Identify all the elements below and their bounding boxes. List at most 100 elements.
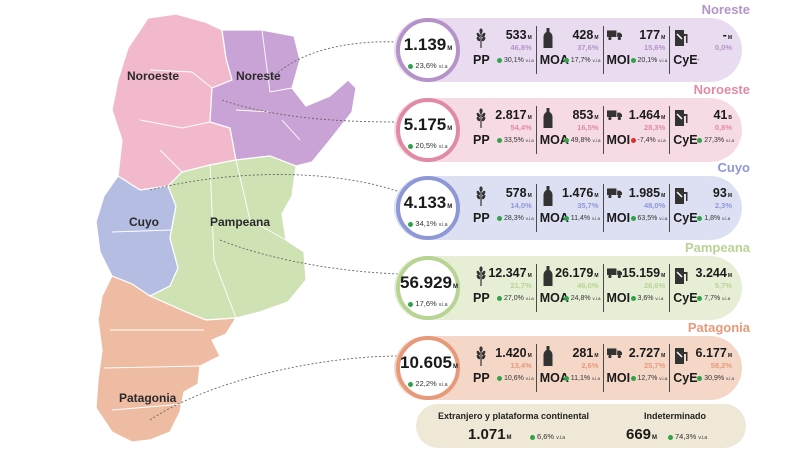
- cell-code: CyE: [673, 211, 698, 225]
- cell-share: 0,8%: [714, 123, 732, 132]
- region-total: 56.929M: [400, 273, 458, 292]
- cell-var: 27,0% v.i.a: [497, 295, 534, 302]
- cell-value: -M: [722, 28, 732, 42]
- cell-var: 24,8% v.i.a: [563, 295, 600, 302]
- unit-label: M: [527, 273, 532, 279]
- map-label-noreste: Noreste: [236, 69, 281, 83]
- extranjero-var: 6,6% v.i.a: [530, 432, 565, 441]
- cell-var: 1,8% v.i.a: [697, 215, 730, 222]
- cell-code: MOA: [539, 53, 569, 67]
- fuel-icon: [673, 266, 689, 286]
- cell-var: 3,6% v.i.a: [630, 295, 663, 302]
- ia-label: v.i.a: [592, 58, 601, 63]
- fuel-icon: [673, 108, 689, 128]
- up-dot-icon: [563, 375, 569, 381]
- map-region-noreste: [209, 29, 357, 167]
- up-dot-icon: [408, 143, 414, 149]
- unit-label: M: [594, 353, 599, 359]
- up-dot-icon: [497, 375, 502, 381]
- ia-label: v.i.a: [592, 376, 600, 381]
- truck-icon: [606, 28, 623, 48]
- cell-code: PP: [473, 211, 490, 225]
- cell-value: 1.476M: [562, 186, 599, 200]
- map-label-cuyo: Cuyo: [129, 215, 159, 229]
- unit-label: M: [447, 46, 453, 52]
- connector-cuyo: [149, 174, 400, 193]
- cell-code: PP: [473, 53, 490, 67]
- cell-value: 177M: [639, 28, 666, 42]
- ia-label: v.i.a: [438, 382, 448, 388]
- region-total-bubble: 10.605M 22,2% v.i.a: [396, 336, 460, 400]
- region-total-var: 17,6% v.i.a: [400, 299, 456, 308]
- up-dot-icon: [408, 63, 414, 69]
- argentina-map: Noroeste Noreste Cuyo Pampeana Patagonia: [95, 13, 400, 443]
- region-total-var: 22,2% v.i.a: [400, 379, 456, 388]
- region-total-bubble: 5.175M 20,5% v.i.a: [396, 98, 460, 162]
- cell-code: PP: [473, 133, 490, 147]
- up-dot-icon: [408, 221, 414, 227]
- cell-cye: 3.244M 5,7% CyE 7,7% v.i.a: [669, 264, 736, 312]
- cell-value: 93M: [712, 186, 732, 200]
- unit-label: M: [527, 115, 532, 121]
- up-dot-icon: [668, 434, 673, 440]
- bottle-icon: [540, 28, 556, 48]
- wheat-icon: [473, 346, 489, 366]
- cell-share: 37,6%: [577, 43, 599, 52]
- cell-share: 13,4%: [510, 361, 532, 370]
- truck-icon: [606, 346, 623, 366]
- cell-var: -7,4% v.i.a: [630, 137, 666, 144]
- extranjero-value-text: 1.071: [468, 426, 506, 443]
- unit-label: M: [527, 353, 532, 359]
- cell-share: 46,0%: [577, 281, 599, 290]
- map-region-cuyo: [95, 175, 179, 297]
- region-total-var: 23,6% v.i.a: [400, 61, 456, 70]
- cell-share: 14,0%: [510, 201, 532, 210]
- cell-moa: 281M 2,6% MOA 11,1% v.i.a: [535, 344, 603, 392]
- cell-moa: 26.179M 46,0% MOA 24,8% v.i.a: [535, 264, 603, 312]
- unit-label: M: [661, 115, 666, 121]
- connector-patagonia: [149, 355, 400, 421]
- ia-label: v.i.a: [726, 138, 734, 143]
- cell-value: 3.244M: [695, 266, 732, 280]
- cell-code: MOA: [539, 211, 569, 225]
- cell-value: 12.347M: [488, 266, 532, 280]
- region-cells: 2.817M 54,4% PP 33,5% v.i.a 853M 16,5% MOA 49,8…: [470, 106, 736, 154]
- cell-pp: 12.347M 21,7% PP 27,0% v.i.a: [470, 264, 536, 312]
- cell-value: 2.817M: [495, 108, 532, 122]
- region-total-bubble: 4.133M 34,1% v.i.a: [396, 176, 460, 240]
- ia-label: v.i.a: [525, 376, 534, 381]
- cell-var: 11,4% v.i.a: [563, 215, 600, 222]
- up-dot-icon: [630, 57, 636, 63]
- up-dot-icon: [563, 137, 569, 143]
- cell-code: CyE: [673, 291, 698, 305]
- up-dot-icon: [697, 137, 703, 143]
- cell-value: 41B: [713, 108, 732, 122]
- cell-var: 10,6% v.i.a: [497, 375, 534, 382]
- up-dot-icon: [563, 295, 569, 301]
- cell-value: 1.985M: [628, 186, 666, 200]
- region-cells: 533M 46,8% PP 30,1% v.i.a 428M 37,6% MOA 17,7% …: [470, 26, 736, 74]
- unit-label: M: [506, 435, 512, 441]
- cell-var: 63,5% v.i.a: [630, 215, 667, 222]
- cell-var: 20,1% v.i.a: [630, 57, 667, 64]
- cell-code: MOI: [606, 291, 631, 305]
- region-title-noreste: Noreste: [701, 2, 750, 17]
- cell-var: -: [697, 57, 700, 64]
- up-dot-icon: [630, 375, 636, 381]
- cell-code: CyE: [673, 371, 698, 385]
- cell-var: 30,9% v.i.a: [697, 375, 734, 382]
- cell-share: 2,6%: [581, 361, 599, 370]
- cell-code: PP: [473, 291, 490, 305]
- cell-value: 2.727M: [628, 346, 666, 360]
- truck-icon: [606, 266, 623, 286]
- cell-code: CyE: [673, 53, 698, 67]
- unit-label: M: [661, 35, 666, 41]
- region-total-var: 34,1% v.i.a: [400, 219, 456, 228]
- up-dot-icon: [563, 215, 569, 221]
- cell-share: 25,7%: [643, 361, 666, 370]
- unit-label: M: [447, 126, 453, 132]
- region-row-pampeana: 56.929M 17,6% v.i.a 12.347M 21,7% PP 27,0% v.…: [394, 256, 742, 320]
- up-dot-icon: [408, 301, 414, 307]
- map-region-pampeana: [148, 155, 307, 321]
- cell-var: 12,7% v.i.a: [630, 375, 667, 382]
